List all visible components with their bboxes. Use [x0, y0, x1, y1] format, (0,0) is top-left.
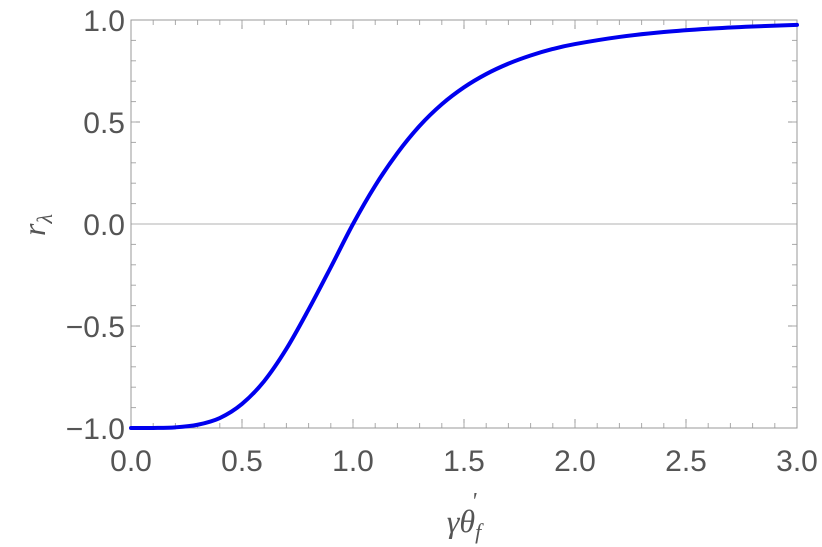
x-axis-label-sub: f: [475, 519, 484, 544]
plot-frame: [130, 19, 798, 429]
x-axis-ticks: [130, 20, 798, 428]
x-tick-label: 2.0: [554, 445, 596, 478]
series-line: [129, 22, 799, 431]
y-tick-label: 0.0: [83, 209, 125, 242]
y-tick-label: 0.5: [83, 107, 125, 140]
series-group: [129, 22, 799, 431]
y-axis-label-sub: λ: [32, 214, 57, 225]
y-tick-labels: −1.0 −0.5 0.0 0.5 1.0: [66, 5, 125, 446]
x-tick-label: 0.5: [221, 445, 263, 478]
x-axis-label-sup: ': [471, 489, 477, 515]
y-tick-label: 1.0: [83, 5, 125, 38]
x-tick-label: 0.0: [110, 445, 152, 478]
x-tick-label: 1.0: [332, 445, 374, 478]
y-axis-label-main: r: [16, 223, 52, 236]
x-tick-label: 3.0: [776, 445, 818, 478]
y-tick-label: −0.5: [66, 311, 125, 344]
x-axis-label: γθf ': [447, 489, 484, 544]
y-tick-label: −1.0: [66, 413, 125, 446]
x-axis-label-main: γθ: [447, 503, 475, 539]
x-tick-label: 2.5: [665, 445, 707, 478]
y-axis-label: rλ: [16, 214, 57, 236]
x-tick-label: 1.5: [443, 445, 485, 478]
x-tick-labels: 0.0 0.5 1.0 1.5 2.0 2.5 3.0: [110, 445, 818, 478]
